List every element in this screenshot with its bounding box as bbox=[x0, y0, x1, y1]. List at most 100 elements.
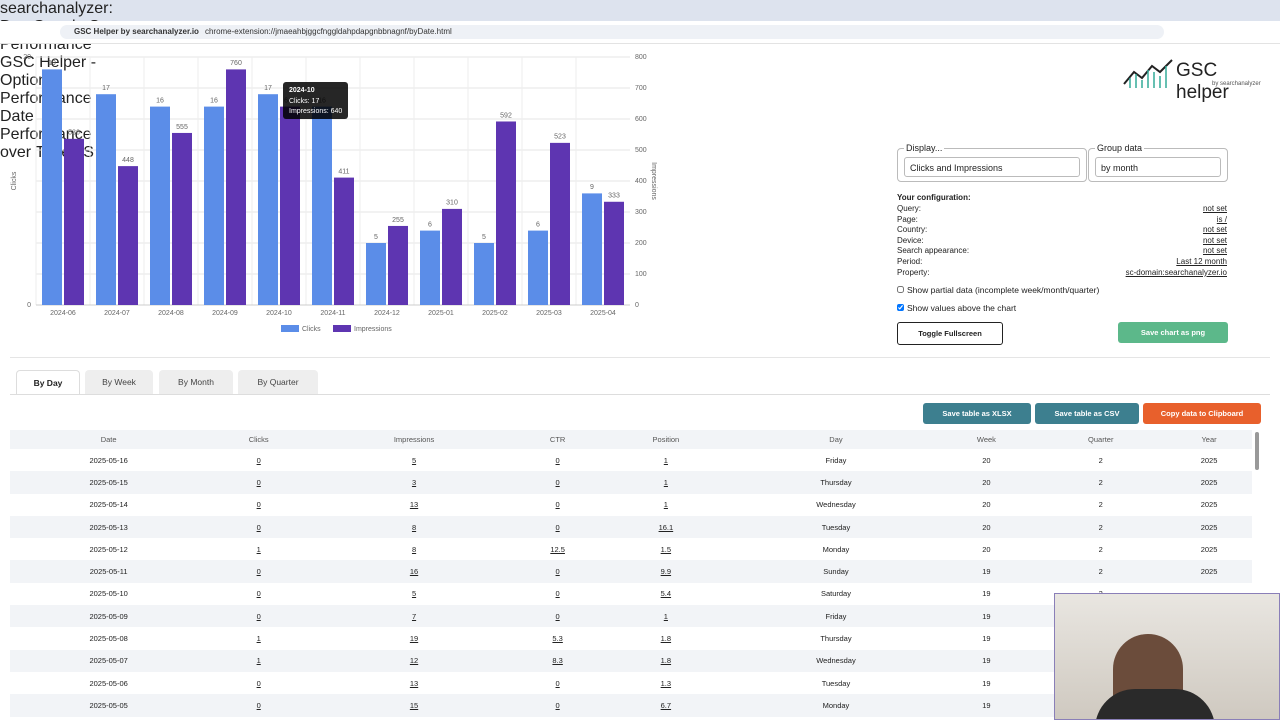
table-cell: 2025-05-11 bbox=[10, 560, 208, 583]
table-cell: 19 bbox=[937, 649, 1036, 672]
group-select[interactable]: Group data by month bbox=[1088, 143, 1228, 182]
xlsx-button[interactable]: Save table as XLSX bbox=[923, 403, 1031, 424]
value-label: 333 bbox=[608, 193, 620, 200]
table-cell: 19 bbox=[982, 678, 991, 688]
logo-icon bbox=[1123, 59, 1173, 88]
bar bbox=[528, 230, 548, 305]
checkbox[interactable] bbox=[897, 286, 904, 293]
table-cell: 2025-05-12 bbox=[89, 544, 128, 554]
table-cell: 1.8 bbox=[660, 634, 672, 644]
scrollbar[interactable] bbox=[1255, 432, 1259, 470]
legend-label: Impressions bbox=[354, 326, 392, 333]
select-label: Display... bbox=[904, 143, 945, 153]
value-label: 17 bbox=[102, 85, 110, 92]
view-tab[interactable]: By Week bbox=[85, 370, 153, 394]
config-value[interactable]: not set bbox=[1202, 246, 1227, 256]
config-value[interactable]: Last 12 month bbox=[1176, 257, 1227, 266]
table-cell: 0 bbox=[207, 471, 311, 494]
table-cell: 0 bbox=[517, 560, 598, 583]
bar bbox=[474, 243, 494, 305]
bar bbox=[258, 94, 278, 305]
config-value[interactable]: not set bbox=[1202, 204, 1227, 213]
bar bbox=[420, 230, 440, 305]
option[interactable]: Show partial data (incomplete week/month… bbox=[897, 285, 1099, 295]
y-tick-label: 20 bbox=[23, 54, 31, 61]
value-label: 19 bbox=[48, 60, 56, 67]
table-cell: 20 bbox=[982, 500, 991, 510]
url-field[interactable]: GSC Helper by searchanalyzer.io chrome-ex… bbox=[60, 25, 1164, 39]
table-cell: Thursday bbox=[820, 634, 852, 644]
config-key: Device: bbox=[897, 235, 924, 245]
config-key: Period: bbox=[897, 257, 923, 266]
y2-tick-label: 200 bbox=[635, 240, 647, 247]
table-cell: 2 bbox=[1035, 560, 1167, 583]
table-cell: 0 bbox=[517, 471, 598, 494]
bar bbox=[334, 177, 354, 305]
bar bbox=[172, 132, 192, 305]
url: chrome-extension://jmaeahbjggcfnggldahpd… bbox=[204, 27, 452, 36]
x-tick-label: 2025-02 bbox=[482, 310, 508, 317]
divider bbox=[10, 357, 1270, 358]
x-tick-label: 2025-03 bbox=[536, 310, 562, 317]
table-cell: Thursday bbox=[734, 471, 938, 494]
config-key: Search appearance: bbox=[897, 246, 970, 256]
config-value[interactable]: is / bbox=[1216, 214, 1227, 224]
table-row: 2025-05-13 0 8 0 16.1 Tuesday 20 2 2025 bbox=[10, 515, 1252, 539]
view-tab[interactable]: By Day bbox=[16, 370, 80, 395]
table-cell: 2025-05-14 bbox=[89, 500, 128, 510]
config-key: Property: bbox=[897, 267, 930, 277]
config-key: Page: bbox=[897, 214, 918, 224]
table-cell: 1.3 bbox=[660, 678, 672, 688]
bar bbox=[550, 142, 570, 305]
table-cell: 19 bbox=[982, 634, 991, 644]
logo-subtitle: by searchanalyzer bbox=[1212, 81, 1261, 87]
table-cell: 5 bbox=[411, 455, 417, 465]
select-value: Clicks and Impressions bbox=[904, 157, 1080, 177]
value-label: 411 bbox=[338, 168, 349, 175]
view-tab[interactable]: By Quarter bbox=[238, 370, 318, 394]
fullscreen-button[interactable]: Toggle Fullscreen bbox=[897, 322, 1003, 345]
y2-axis-label: Impressions bbox=[650, 162, 657, 200]
y2-tick-label: 0 bbox=[635, 302, 639, 309]
table-cell: 2025 bbox=[1200, 500, 1218, 510]
column-header: Position bbox=[597, 430, 735, 449]
option[interactable]: Show values above the chart bbox=[897, 303, 1016, 313]
bar bbox=[96, 94, 116, 305]
logo: GSC helper by searchanalyzer bbox=[1122, 58, 1262, 103]
column-header: Day bbox=[734, 430, 938, 449]
x-tick-label: 2024-11 bbox=[320, 310, 345, 317]
table-cell: 0 bbox=[517, 515, 598, 539]
table-cell: 1 bbox=[207, 649, 311, 672]
table-cell: 0 bbox=[517, 605, 598, 628]
column-header: Year bbox=[1166, 430, 1252, 449]
value-label: 255 bbox=[392, 217, 404, 224]
config-row: Device: not set bbox=[897, 236, 1227, 246]
table-cell: 20 bbox=[982, 455, 991, 465]
table-cell: 20 bbox=[982, 544, 991, 554]
config-value[interactable]: not set bbox=[1202, 235, 1227, 245]
legend-label: Clicks bbox=[302, 326, 321, 333]
csv-button[interactable]: Save table as CSV bbox=[1035, 403, 1139, 424]
chart: 0 100 200 300 400 500 600 700 800 0 20 2024-06 2024-… bbox=[11, 54, 657, 333]
config-row: Property: sc-domain:searchanalyzer.io bbox=[897, 268, 1227, 278]
clipboard-button[interactable]: Copy data to Clipboard bbox=[1143, 403, 1261, 424]
table-cell: 9.9 bbox=[597, 560, 735, 583]
checkbox[interactable] bbox=[897, 304, 904, 311]
table-cell: Wednesday bbox=[734, 649, 938, 672]
table-cell: 0 bbox=[207, 515, 311, 539]
config-value[interactable]: not set bbox=[1202, 225, 1227, 235]
view-tab[interactable]: By Month bbox=[159, 370, 233, 394]
table-cell: 19 bbox=[409, 634, 419, 644]
bar bbox=[496, 121, 516, 305]
table-cell: 3 bbox=[310, 471, 518, 494]
config-value[interactable]: sc-domain:searchanalyzer.io bbox=[1125, 267, 1227, 277]
browser-tab[interactable]: GSC Helper - Options bbox=[0, 54, 97, 89]
bar bbox=[442, 208, 462, 305]
table-cell: 12.5 bbox=[550, 544, 565, 554]
value-label: 536 bbox=[68, 130, 80, 137]
table-cell: Sunday bbox=[734, 560, 938, 583]
save-png-button[interactable]: Save chart as png bbox=[1118, 322, 1228, 343]
x-tick-label: 2024-08 bbox=[158, 310, 184, 317]
table-cell: 0 bbox=[256, 500, 261, 510]
display-select[interactable]: Display... Clicks and Impressions bbox=[897, 143, 1087, 182]
